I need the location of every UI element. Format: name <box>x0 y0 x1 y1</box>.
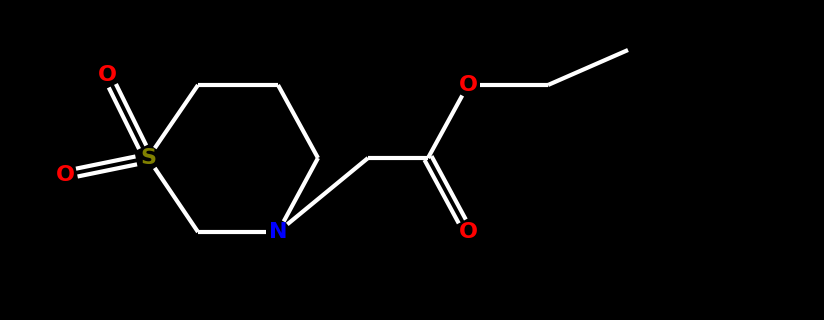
Text: N: N <box>269 222 288 242</box>
Text: O: O <box>458 222 477 242</box>
Text: S: S <box>140 148 156 168</box>
Text: O: O <box>97 65 116 85</box>
Text: O: O <box>55 165 74 185</box>
Text: O: O <box>458 75 477 95</box>
